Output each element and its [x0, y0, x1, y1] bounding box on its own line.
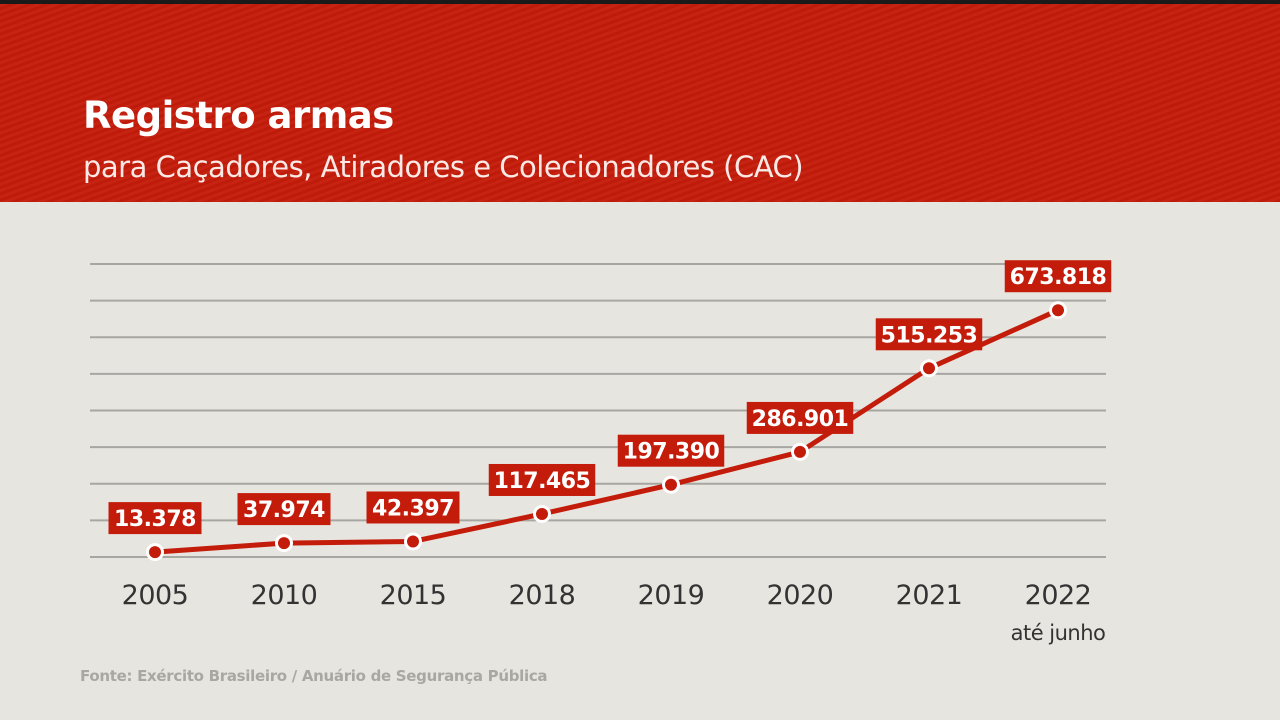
data-label-box	[237, 493, 331, 526]
data-label: 117.465	[494, 469, 591, 494]
data-label: 286.901	[752, 407, 849, 432]
data-point	[407, 535, 419, 548]
x-tick-label: 2018	[509, 580, 576, 611]
chart-subtitle: para Caçadores, Atiradores e Colecionado…	[83, 150, 804, 184]
x-tick-label: 2019	[638, 580, 705, 611]
data-label-box	[746, 401, 854, 434]
series-line-segment	[668, 449, 803, 488]
data-point	[665, 478, 677, 491]
x-tick-label: 2010	[251, 580, 318, 611]
data-point	[1052, 304, 1064, 317]
series-line-segment	[410, 511, 545, 544]
data-label: 197.390	[623, 440, 720, 465]
data-label-box	[875, 318, 983, 351]
data-point	[536, 507, 548, 520]
x-tick-note: até junho	[1011, 621, 1106, 645]
data-point	[149, 546, 161, 559]
series-line-segment	[281, 538, 416, 546]
data-label: 515.253	[881, 323, 978, 348]
data-point	[923, 362, 935, 375]
chart-title: Registro armas	[83, 94, 394, 137]
x-tick-label: 2020	[767, 580, 834, 611]
top-border	[0, 0, 1280, 4]
series-line-segment	[539, 482, 674, 517]
series-line-segment	[152, 540, 287, 555]
data-label-box	[1004, 260, 1112, 293]
x-tick-label: 2022	[1025, 580, 1092, 611]
source-note: Fonte: Exército Brasileiro / Anuário de …	[80, 667, 548, 685]
data-point	[794, 445, 806, 458]
x-tick-label: 2015	[380, 580, 447, 611]
header-banner	[0, 4, 1280, 202]
series-line-segment	[926, 307, 1061, 371]
data-label-box	[617, 434, 725, 467]
data-label: 42.397	[372, 496, 454, 521]
data-label-box	[108, 502, 202, 535]
data-label: 13.378	[114, 507, 196, 532]
data-label: 673.818	[1010, 265, 1107, 290]
x-tick-label: 2005	[122, 580, 189, 611]
data-label: 37.974	[243, 498, 325, 523]
data-label-box	[366, 491, 460, 524]
x-tick-label: 2021	[896, 580, 963, 611]
data-point	[278, 537, 290, 550]
series-line-segment	[797, 365, 932, 455]
data-label-box	[488, 463, 596, 496]
